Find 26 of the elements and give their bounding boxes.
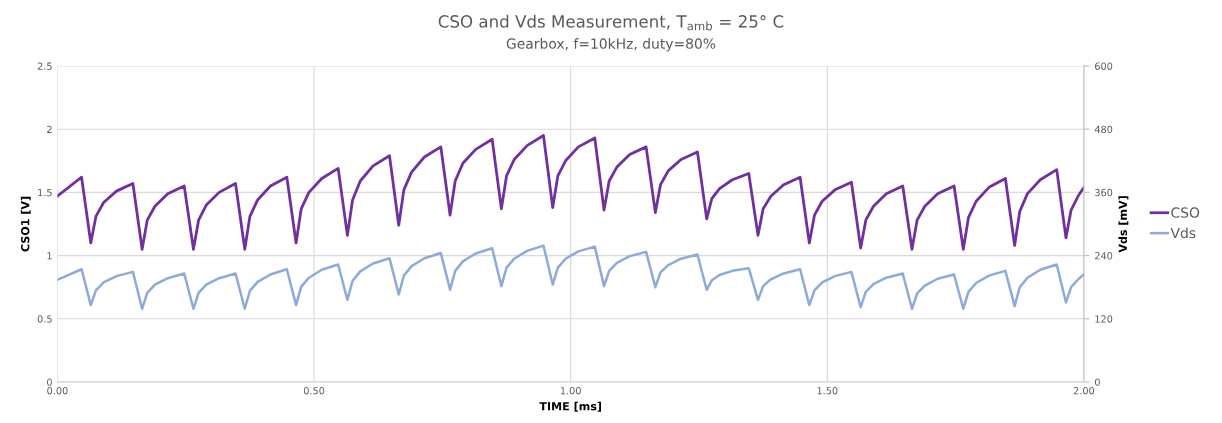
y-axis-title: CSO1 [V] <box>20 196 31 252</box>
legend-label: CSO <box>1171 207 1200 218</box>
line-series <box>57 134 1084 251</box>
line-series <box>57 244 1084 311</box>
x-axis-title: TIME [ms] <box>539 401 602 412</box>
x-tick-label: 1.50 <box>817 387 838 395</box>
y-tick-label: 0 <box>47 378 52 386</box>
y2-tick-label: 120 <box>1095 315 1113 323</box>
x-tick-label: 1.00 <box>560 387 581 395</box>
y2-tick-label: 600 <box>1095 62 1113 70</box>
y2-tick-label: 0 <box>1094 378 1100 386</box>
y-tick-label: 2.5 <box>37 62 52 70</box>
x-tick-label: 2.00 <box>1073 387 1095 395</box>
chart-subtitle: Gearbox, f=10kHz, duty=80% <box>506 38 716 52</box>
x-tick-label: 0.00 <box>47 387 68 395</box>
y2-tick-label: 480 <box>1094 125 1113 134</box>
y-tick-label: 0.5 <box>37 315 52 323</box>
y-tick-label: 2 <box>47 125 52 133</box>
y2-tick-label: 240 <box>1095 252 1113 260</box>
y2-tick-label: 360 <box>1095 188 1113 197</box>
y-tick-label: 1 <box>47 252 52 260</box>
chart-title: CSO and Vds Measurement, T$_{amb}$ = 25° C <box>438 14 784 31</box>
y-tick-label: 1.5 <box>38 188 52 197</box>
y2-axis-title: Vds [mV] <box>1118 196 1129 253</box>
legend-label: Vds <box>1170 227 1196 239</box>
x-tick-label: 0.50 <box>303 387 325 395</box>
